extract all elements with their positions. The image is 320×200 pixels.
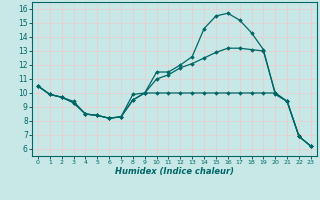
X-axis label: Humidex (Indice chaleur): Humidex (Indice chaleur) <box>115 167 234 176</box>
